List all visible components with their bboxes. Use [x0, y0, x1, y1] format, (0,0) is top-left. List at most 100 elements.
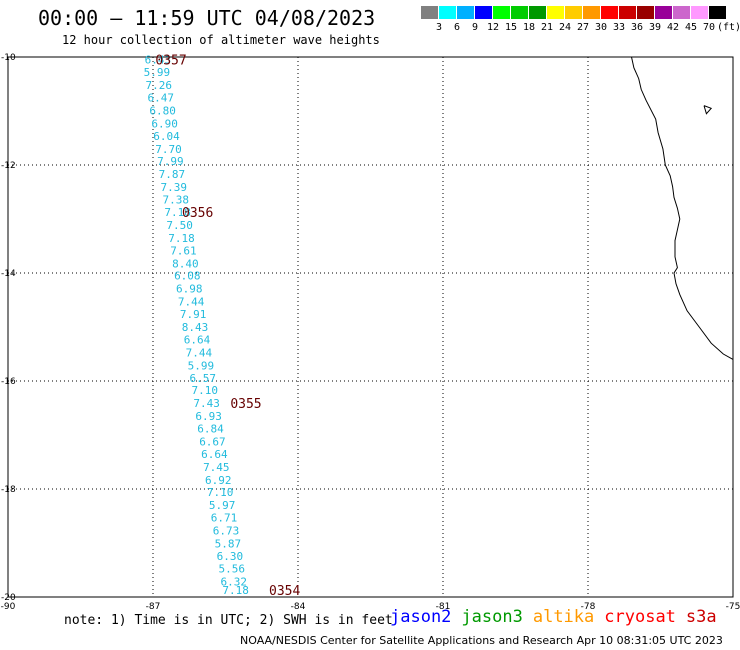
colorbar-swatch: [421, 6, 439, 19]
y-tick-label: -14: [1, 269, 16, 279]
colorbar-label: 33: [612, 22, 626, 33]
swh-value: 6.04: [153, 130, 180, 143]
credit-line: NOAA/NESDIS Center for Satellite Applica…: [240, 634, 723, 647]
swh-value: 6.71: [211, 512, 238, 525]
colorbar-swatch: [511, 6, 529, 19]
island-outline: [703, 105, 713, 115]
colorbar-label: 42: [666, 22, 680, 33]
colorbar-swatch: [547, 6, 565, 19]
swh-value: 6.64: [201, 448, 228, 461]
y-tick-label: -16: [1, 377, 16, 387]
swh-value: 7.39: [161, 181, 188, 194]
swh-value: 6.08: [174, 270, 201, 283]
satellite-jason2: jason2: [390, 607, 452, 627]
swh-value: 6.64: [184, 333, 211, 346]
y-tick-label: -18: [1, 485, 16, 495]
colorbar-swatch: [439, 6, 457, 19]
swh-value: 5.87: [215, 538, 242, 551]
colorbar-swatch: [583, 6, 601, 19]
swh-value: 7.18: [222, 584, 249, 597]
swh-value: 6.93: [195, 410, 222, 423]
satellite-altika: altika: [532, 607, 595, 627]
colorbar-label: 39: [648, 22, 662, 33]
colorbar-label: 30: [594, 22, 608, 33]
colorbar-swatch: [655, 6, 673, 19]
y-tick-label: -10: [1, 53, 16, 63]
satellite-jason3: jason3: [461, 607, 523, 627]
swh-value: 7.18: [164, 206, 191, 219]
swh-value: 6.32: [220, 575, 247, 588]
colorbar-label: 21: [540, 22, 554, 33]
swh-value: 6.43: [145, 54, 172, 67]
swh-value: 6.84: [197, 423, 224, 436]
colorbar-label: 3: [435, 22, 443, 33]
x-tick-label: -81: [436, 602, 451, 612]
colorbar-unit: (ft): [716, 22, 740, 33]
swh-value: 6.80: [149, 104, 176, 117]
swh-value: 7.70: [155, 143, 182, 156]
swh-value: 7.87: [159, 168, 186, 181]
y-tick-label: -12: [1, 161, 16, 171]
colorbar-swatch: [691, 6, 709, 19]
colorbar-label: 36: [630, 22, 644, 33]
swh-value: 6.90: [151, 117, 178, 130]
map-frame: [7, 56, 734, 598]
pass-time-label: 0354: [269, 584, 300, 599]
colorbar-swatch: [493, 6, 511, 19]
colorbar-swatch: [601, 6, 619, 19]
swh-value: 6.30: [217, 550, 244, 563]
colorbar-label: 45: [684, 22, 698, 33]
satellite-cryosat: cryosat: [604, 607, 676, 627]
swh-value: 6.47: [147, 92, 174, 105]
x-tick-label: -87: [146, 602, 161, 612]
page-subtitle: 12 hour collection of altimeter wave hei…: [62, 33, 380, 47]
colorbar-label: 70: [702, 22, 716, 33]
colorbar-swatch: [619, 6, 637, 19]
swh-value: 7.44: [186, 346, 213, 359]
swh-value: 6.98: [176, 283, 203, 296]
footnote: note: 1) Time is in UTC; 2) SWH is in fe…: [64, 613, 393, 628]
colorbar: [421, 6, 727, 19]
page-title: 00:00 – 11:59 UTC 04/08/2023: [38, 6, 376, 30]
swh-value: 5.99: [144, 66, 171, 79]
swh-value: 7.61: [170, 244, 197, 257]
colorbar-label: 24: [558, 22, 572, 33]
swh-value: 7.10: [191, 384, 218, 397]
swh-value: 7.99: [157, 155, 184, 168]
satellite-s3a: s3a: [685, 607, 717, 627]
colorbar-swatch: [457, 6, 475, 19]
swh-value: 7.45: [203, 461, 230, 474]
swh-value: 5.97: [209, 499, 236, 512]
satellite-legend: jason2 jason3 altika cryosat s3a: [390, 607, 727, 627]
colorbar-swatch: [565, 6, 583, 19]
swh-value: 7.91: [180, 308, 207, 321]
pass-time-label: 0355: [230, 397, 261, 412]
swh-value: 6.67: [199, 435, 226, 448]
swh-value: 7.38: [162, 194, 189, 207]
swh-value: 5.56: [219, 562, 246, 575]
swh-value: 6.92: [205, 474, 232, 487]
colorbar-label: 18: [522, 22, 536, 33]
swh-value: 5.99: [188, 359, 215, 372]
x-tick-label: -84: [291, 602, 306, 612]
swh-value: 7.18: [168, 232, 195, 245]
swh-value: 8.40: [172, 257, 199, 270]
colorbar-label: 12: [486, 22, 500, 33]
pass-time-label: 0356: [182, 206, 213, 221]
colorbar-swatch: [709, 6, 727, 19]
y-tick-label: -20: [1, 593, 16, 603]
x-tick-label: -78: [581, 602, 596, 612]
x-tick-label: -75: [726, 602, 740, 612]
colorbar-label: 15: [504, 22, 518, 33]
swh-value: 6.57: [190, 372, 217, 385]
swh-value: 8.43: [182, 321, 209, 334]
swh-value: 7.50: [166, 219, 193, 232]
colorbar-swatch: [637, 6, 655, 19]
swh-value: 7.43: [193, 397, 220, 410]
colorbar-swatch: [529, 6, 547, 19]
x-tick-label: -90: [1, 602, 16, 612]
colorbar-label: 6: [453, 22, 461, 33]
colorbar-labels: 3 6 9 12 15 18 21 24 27 30 33 36 39 42 45 70 (ft): [421, 22, 740, 34]
